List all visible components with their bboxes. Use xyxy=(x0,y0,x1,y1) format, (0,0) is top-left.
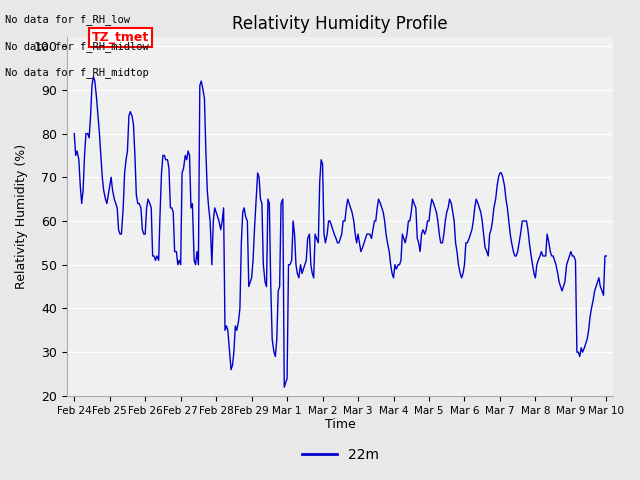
Text: No data for f_RH_midtop: No data for f_RH_midtop xyxy=(5,67,149,78)
Text: TZ_tmet: TZ_tmet xyxy=(92,31,149,44)
Title: Relativity Humidity Profile: Relativity Humidity Profile xyxy=(232,15,448,33)
22m xyxy=(602,253,610,259)
22m xyxy=(171,249,179,254)
X-axis label: Time: Time xyxy=(325,419,356,432)
22m xyxy=(280,384,288,390)
22m xyxy=(70,131,78,136)
22m xyxy=(90,74,97,80)
22m xyxy=(394,262,402,267)
Text: No data for f_RH_low: No data for f_RH_low xyxy=(5,14,130,25)
22m xyxy=(540,253,548,259)
Legend: 22m: 22m xyxy=(296,443,384,468)
Text: No data for f_RH_midlow: No data for f_RH_midlow xyxy=(5,41,149,52)
Y-axis label: Relativity Humidity (%): Relativity Humidity (%) xyxy=(15,144,28,289)
Line: 22m: 22m xyxy=(74,77,606,387)
22m xyxy=(85,135,93,141)
22m xyxy=(376,201,384,206)
22m xyxy=(406,218,413,224)
